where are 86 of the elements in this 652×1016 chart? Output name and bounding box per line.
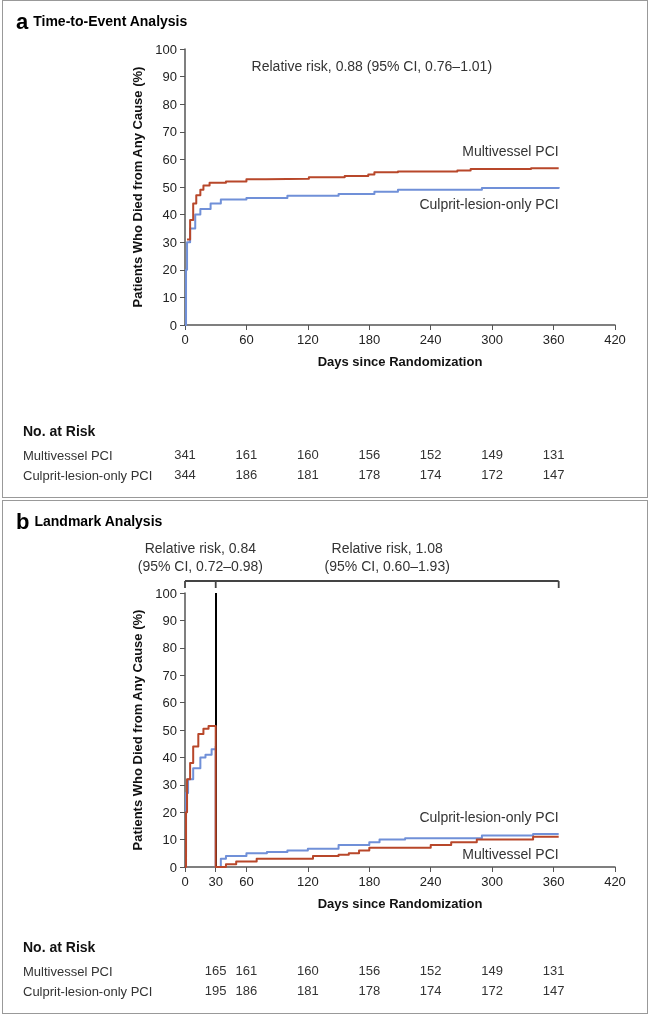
text: No. at Risk bbox=[23, 939, 96, 955]
text: 149 bbox=[481, 446, 503, 462]
series-label: Culprit-lesion-only PCI bbox=[419, 196, 559, 212]
x-tick-label: 360 bbox=[542, 332, 565, 347]
chart-title: b Landmark Analysis bbox=[16, 508, 163, 534]
x-tick-label: 300 bbox=[481, 874, 503, 889]
text: 174 bbox=[419, 466, 442, 482]
text: Culprit-lesion-only PCI bbox=[23, 983, 153, 999]
x-tick-label: 0 bbox=[181, 332, 189, 347]
x-tick-label: 240 bbox=[419, 332, 442, 347]
x-tick-label: 60 bbox=[239, 332, 254, 347]
text: 147 bbox=[542, 466, 565, 482]
text: 161 bbox=[235, 962, 258, 978]
y-tick-label: 80 bbox=[162, 640, 177, 656]
y-tick-label: 20 bbox=[162, 804, 177, 820]
y-tick-label: 60 bbox=[162, 695, 177, 711]
x-tick-label: 360 bbox=[542, 874, 565, 889]
text: 156 bbox=[358, 962, 381, 978]
y-axis-title: Patients Who Died from Any Cause (%) bbox=[130, 609, 146, 851]
y-tick-label: 40 bbox=[162, 207, 177, 223]
x-tick-label: 60 bbox=[239, 874, 254, 889]
annotation: Relative risk, 0.88 (95% CI, 0.76–1.01) bbox=[251, 58, 493, 74]
y-tick-label: 10 bbox=[162, 289, 177, 305]
text: 186 bbox=[235, 982, 258, 998]
chart-title: a Time-to-Event Analysis bbox=[16, 8, 188, 34]
x-tick-label: 240 bbox=[419, 874, 442, 889]
x-tick-label: 30 bbox=[208, 874, 223, 889]
text: Relative risk, 1.08 (95% CI, 0.60–1.93) bbox=[324, 540, 450, 574]
x-tick-label: 120 bbox=[297, 874, 319, 889]
text: Multivessel PCI bbox=[23, 963, 113, 979]
text: 181 bbox=[297, 466, 319, 482]
x-tick-label: 180 bbox=[358, 332, 381, 347]
y-tick-label: 90 bbox=[162, 69, 177, 85]
y-tick-label: 30 bbox=[162, 777, 177, 793]
x-tick-label: 180 bbox=[358, 874, 381, 889]
y-tick-label: 70 bbox=[162, 667, 177, 683]
y-axis-title: Patients Who Died from Any Cause (%) bbox=[130, 66, 146, 308]
series-label: Multivessel PCI bbox=[462, 845, 559, 862]
x-tick-label: 420 bbox=[604, 332, 626, 347]
y-tick-label: 0 bbox=[169, 317, 177, 333]
y-tick-label: 10 bbox=[162, 832, 177, 848]
text: 178 bbox=[358, 466, 381, 482]
y-tick-label: 70 bbox=[162, 124, 177, 140]
text: 152 bbox=[419, 962, 442, 978]
x-tick-label: 300 bbox=[481, 332, 503, 347]
y-tick-label: 40 bbox=[162, 749, 177, 765]
text: 152 bbox=[419, 446, 442, 462]
x-axis-title: Days since Randomization bbox=[317, 354, 483, 369]
text: 131 bbox=[542, 962, 565, 978]
text: 344 bbox=[174, 466, 196, 482]
text: 341 bbox=[174, 446, 196, 462]
text: 174 bbox=[419, 982, 442, 998]
text: No. at Risk bbox=[23, 423, 96, 439]
text: 161 bbox=[235, 446, 258, 462]
text: Multivessel PCI bbox=[23, 447, 113, 463]
text: 165 bbox=[204, 962, 227, 978]
text: 160 bbox=[297, 962, 319, 978]
text: 178 bbox=[358, 982, 381, 998]
text: 131 bbox=[542, 446, 565, 462]
text: 156 bbox=[358, 446, 381, 462]
y-tick-label: 20 bbox=[162, 262, 177, 278]
text: Culprit-lesion-only PCI bbox=[23, 467, 153, 483]
text: 160 bbox=[297, 446, 319, 462]
y-tick-label: 100 bbox=[155, 585, 177, 601]
series-label: Multivessel PCI bbox=[462, 142, 559, 159]
x-axis-title: Days since Randomization bbox=[317, 896, 483, 911]
y-tick-label: 0 bbox=[169, 859, 177, 875]
y-tick-label: 30 bbox=[162, 234, 177, 250]
y-tick-label: 80 bbox=[162, 96, 177, 112]
series-label: Culprit-lesion-only PCI bbox=[419, 809, 559, 826]
x-tick-label: 120 bbox=[297, 332, 319, 347]
y-tick-label: 60 bbox=[162, 151, 177, 167]
text: Relative risk, 0.84 (95% CI, 0.72–0.98) bbox=[137, 540, 264, 574]
x-tick-label: 0 bbox=[181, 874, 189, 889]
text: 181 bbox=[297, 982, 319, 998]
text: 186 bbox=[235, 466, 258, 482]
text: 149 bbox=[481, 962, 503, 978]
text: 147 bbox=[542, 982, 565, 998]
text: 195 bbox=[204, 982, 227, 998]
text: 172 bbox=[481, 982, 503, 998]
text: 172 bbox=[481, 466, 503, 482]
y-tick-label: 50 bbox=[162, 722, 177, 738]
y-tick-label: 100 bbox=[155, 41, 177, 57]
x-tick-label: 420 bbox=[604, 874, 626, 889]
y-tick-label: 50 bbox=[162, 179, 177, 195]
y-tick-label: 90 bbox=[162, 612, 177, 628]
